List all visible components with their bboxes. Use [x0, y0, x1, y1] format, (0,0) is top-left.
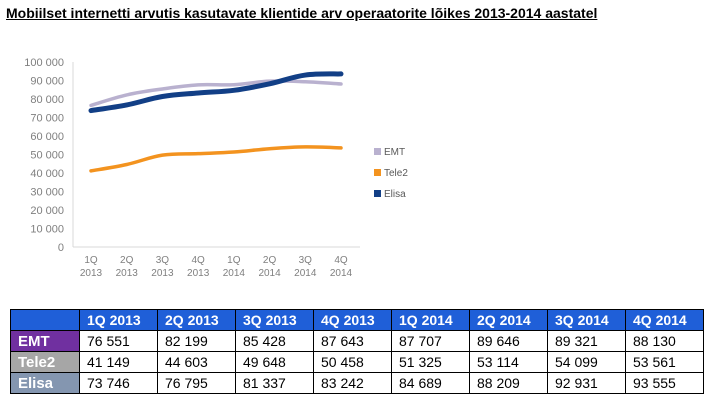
x-tick-label: 2013 — [116, 268, 139, 279]
table-column-header: 4Q 2013 — [313, 309, 392, 331]
table-cell: 92 931 — [547, 372, 626, 394]
y-tick-label: 80 000 — [30, 94, 64, 106]
y-tick-label: 30 000 — [30, 187, 64, 199]
row-label-elisa: Elisa — [10, 372, 80, 394]
table-cell: 89 646 — [469, 330, 548, 352]
y-tick-label: 50 000 — [30, 150, 64, 162]
y-axis-ticks: 0 10 000 20 000 30 000 40 000 50 000 60 000 70 … — [24, 57, 64, 254]
line-chart: 0 10 000 20 000 30 000 40 000 50 000 60 000 70 … — [24, 57, 408, 279]
table-column-header: 2Q 2013 — [157, 309, 236, 331]
x-tick-label: 1Q — [227, 255, 241, 266]
table-cell: 85 428 — [235, 330, 314, 352]
table-cell: 93 555 — [625, 372, 704, 394]
legend: EMT Tele2 Elisa — [374, 147, 408, 200]
table-cell: 83 242 — [313, 372, 392, 394]
x-tick-label: 2014 — [330, 268, 353, 279]
table-cell: 76 551 — [79, 330, 158, 352]
x-tick-label: 4Q — [191, 255, 205, 266]
table-cell: 81 337 — [235, 372, 314, 394]
table-cell: 88 209 — [469, 372, 548, 394]
y-tick-label: 20 000 — [30, 205, 64, 217]
series-line-tele2 — [89, 145, 343, 173]
legend-label-emt: EMT — [384, 147, 405, 158]
table-cell: 73 746 — [79, 372, 158, 394]
table-body: EMT 76 551 82 199 85 428 87 643 87 707 89 646 8… — [10, 330, 704, 394]
x-axis-ticks: 1Q 2013 2Q 2013 3Q 2013 4Q 2013 1Q 2014 2Q 2014 3Q 20… — [80, 255, 353, 279]
data-table: 1Q 2013 2Q 2013 3Q 2013 4Q 2013 1Q 2014 2Q 20… — [10, 309, 704, 394]
table-row: EMT 76 551 82 199 85 428 87 643 87 707 89 646 8… — [10, 330, 704, 352]
x-tick-label: 4Q — [334, 255, 348, 266]
y-tick-label: 90 000 — [30, 76, 64, 88]
series-line-elisa — [88, 71, 344, 114]
legend-label-elisa: Elisa — [384, 189, 406, 200]
legend-label-tele2: Tele2 — [384, 168, 408, 179]
table-column-header: 3Q 2014 — [547, 309, 626, 331]
table-column-header: 1Q 2014 — [391, 309, 470, 331]
x-tick-label: 1Q — [84, 255, 98, 266]
table-cell: 51 325 — [391, 351, 470, 373]
table-cell: 53 114 — [469, 351, 548, 373]
table-cell: 49 648 — [235, 351, 314, 373]
x-tick-label: 2013 — [151, 268, 174, 279]
y-tick-label: 70 000 — [30, 113, 64, 125]
table-cell: 82 199 — [157, 330, 236, 352]
x-tick-label: 2014 — [258, 268, 281, 279]
chart-title: Mobiilset internetti arvutis kasutavate … — [6, 5, 598, 21]
table-cell: 54 099 — [547, 351, 626, 373]
x-tick-label: 3Q — [299, 255, 313, 266]
table-cell: 41 149 — [79, 351, 158, 373]
x-tick-label: 2Q — [263, 255, 277, 266]
table-header-row: 1Q 2013 2Q 2013 3Q 2013 4Q 2013 1Q 2014 2Q 20… — [10, 309, 704, 331]
series-line-emt — [89, 79, 343, 108]
x-tick-label: 2013 — [80, 268, 103, 279]
series-lines — [88, 71, 344, 173]
table-row: Elisa 73 746 76 795 81 337 83 242 84 689 88 20… — [10, 372, 704, 394]
table-column-header: 4Q 2014 — [625, 309, 704, 331]
table-corner-cell — [10, 309, 80, 331]
row-label-tele2: Tele2 — [10, 351, 80, 373]
y-tick-label: 10 000 — [30, 224, 64, 236]
legend-swatch-elisa — [374, 190, 381, 197]
table-column-header: 2Q 2014 — [469, 309, 548, 331]
x-tick-label: 2014 — [223, 268, 246, 279]
y-tick-label: 60 000 — [30, 131, 64, 143]
x-tick-label: 3Q — [156, 255, 170, 266]
legend-swatch-emt — [374, 148, 381, 155]
table-cell: 87 643 — [313, 330, 392, 352]
table-cell: 87 707 — [391, 330, 470, 352]
table-cell: 76 795 — [157, 372, 236, 394]
table-row: Tele2 41 149 44 603 49 648 50 458 51 325 53 11… — [10, 351, 704, 373]
table-cell: 44 603 — [157, 351, 236, 373]
y-tick-label: 40 000 — [30, 168, 64, 180]
y-tick-label: 0 — [58, 242, 64, 254]
legend-swatch-tele2 — [374, 169, 381, 176]
table-cell: 50 458 — [313, 351, 392, 373]
x-tick-label: 2014 — [294, 268, 317, 279]
table-column-header: 1Q 2013 — [79, 309, 158, 331]
row-label-emt: EMT — [10, 330, 80, 352]
table-cell: 88 130 — [625, 330, 704, 352]
x-tick-label: 2013 — [187, 268, 210, 279]
table-column-header: 3Q 2013 — [235, 309, 314, 331]
table-cell: 89 321 — [547, 330, 626, 352]
y-tick-label: 100 000 — [24, 57, 64, 69]
x-tick-label: 2Q — [120, 255, 134, 266]
table-cell: 53 561 — [625, 351, 704, 373]
table-cell: 84 689 — [391, 372, 470, 394]
